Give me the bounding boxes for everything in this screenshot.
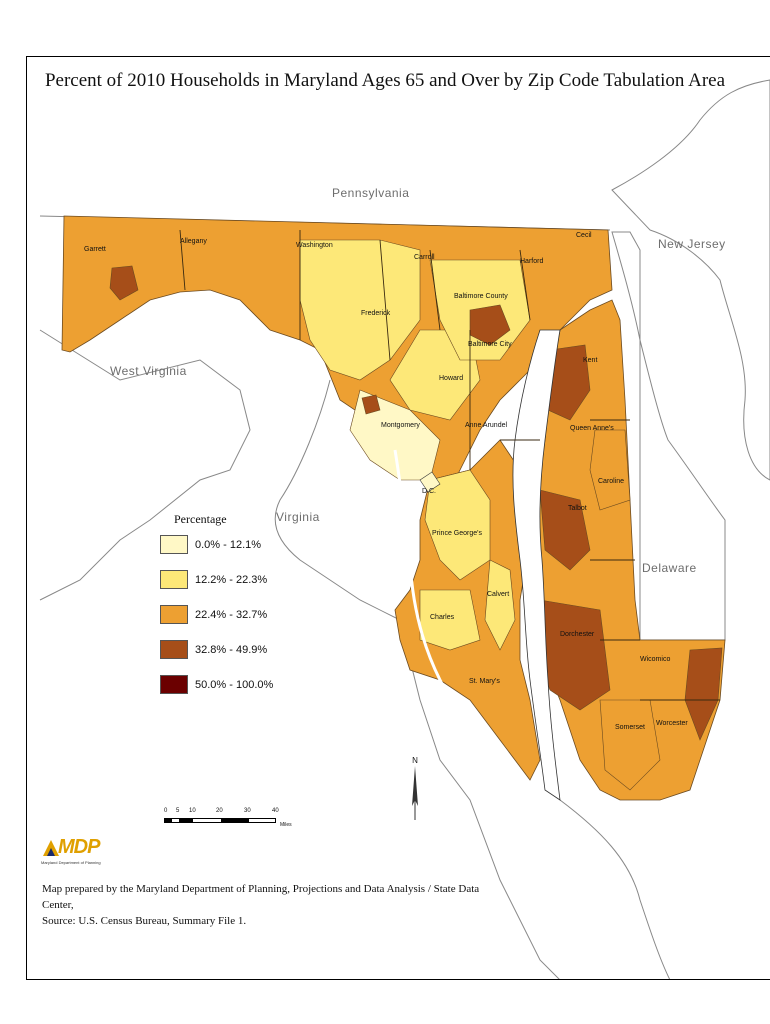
- label-pennsylvania: Pennsylvania: [332, 186, 410, 200]
- county-worcester: Worcester: [656, 720, 688, 727]
- talbot-dark: [539, 489, 591, 571]
- county-queen-annes: Queen Anne's: [570, 425, 614, 432]
- county-washington: Washington: [296, 242, 333, 249]
- legend-swatch: [160, 570, 188, 589]
- credit-line-2: Source: U.S. Census Bureau, Summary File…: [42, 915, 247, 927]
- county-baltimore-county: Baltimore County: [454, 293, 508, 300]
- label-delaware: Delaware: [642, 561, 697, 575]
- legend-label: 0.0% - 12.1%: [195, 538, 262, 551]
- dc-boundary: [419, 471, 441, 493]
- scale-tick: 40: [272, 808, 279, 814]
- legend-item: 0.0% - 12.1%: [160, 535, 320, 554]
- legend-item: 12.2% - 22.3%: [160, 570, 320, 589]
- county-cecil: Cecil: [576, 232, 592, 239]
- montgomery-dark: [361, 394, 381, 415]
- legend-swatch: [160, 605, 188, 624]
- county-carroll: Carroll: [414, 254, 435, 261]
- legend-title: Percentage: [174, 512, 227, 526]
- scale-unit: Miles: [280, 822, 292, 828]
- legend: Percentage 0.0% - 12.1% 12.2% - 22.3% 22…: [160, 512, 320, 710]
- county-garrett: Garrett: [84, 246, 106, 253]
- county-prince-georges: Prince George's: [432, 530, 482, 537]
- county-lines: [179, 229, 720, 701]
- north-arrow: N: [406, 756, 424, 822]
- west-virginia-outline: [39, 329, 251, 601]
- legend-item: 22.4% - 32.7%: [160, 605, 320, 624]
- county-st-marys: St. Mary's: [469, 678, 500, 685]
- delaware-outline: [611, 231, 726, 641]
- legend-swatch: [160, 640, 188, 659]
- scale-tick: 30: [244, 808, 251, 814]
- county-dorchester: Dorchester: [560, 631, 595, 638]
- montgomery-region: [349, 389, 441, 481]
- legend-swatch: [160, 675, 188, 694]
- scale-bar-graphic: [164, 818, 276, 823]
- scale-bar: 0 5 10 20 30 40 Miles: [164, 808, 292, 828]
- county-charles: Charles: [430, 614, 455, 621]
- calvert-region: [484, 559, 516, 651]
- label-new-jersey: New Jersey: [658, 237, 726, 251]
- label-dc: D.C.: [422, 488, 436, 495]
- map-title: Percent of 2010 Households in Maryland A…: [44, 70, 726, 91]
- county-somerset: Somerset: [615, 724, 645, 731]
- map-credit: Map prepared by the Maryland Department …: [42, 881, 502, 929]
- scale-tick: 0: [164, 808, 168, 814]
- garrett-dark: [109, 265, 139, 301]
- label-virginia: Virginia: [276, 510, 320, 524]
- county-harford: Harford: [520, 258, 544, 265]
- county-baltimore-city: Baltimore City: [468, 341, 512, 348]
- county-anne-arundel: Anne Arundel: [465, 422, 508, 429]
- county-wicomico: Wicomico: [640, 656, 671, 663]
- frederick-region: [299, 239, 421, 381]
- label-west-virginia: West Virginia: [110, 364, 187, 378]
- credit-line-1: Map prepared by the Maryland Department …: [42, 883, 480, 911]
- logo-text: MDP: [58, 836, 100, 858]
- county-howard: Howard: [439, 375, 464, 382]
- county-kent: Kent: [583, 357, 598, 364]
- county-allegany: Allegany: [180, 238, 207, 245]
- legend-label: 22.4% - 32.7%: [195, 608, 268, 621]
- caroline-region: [589, 429, 631, 511]
- legend-swatch: [160, 535, 188, 554]
- scale-tick: 10: [189, 808, 196, 814]
- legend-label: 12.2% - 22.3%: [195, 573, 268, 586]
- legend-label: 50.0% - 100.0%: [195, 678, 274, 691]
- legend-item: 32.8% - 49.9%: [160, 640, 320, 659]
- logo-subtitle: Maryland Department of Planning: [41, 860, 101, 865]
- legend-item: 50.0% - 100.0%: [160, 675, 320, 694]
- scale-tick: 5: [176, 808, 180, 814]
- scale-ticks: 0 5 10 20 30 40: [164, 808, 284, 818]
- potomac-river: [393, 449, 522, 782]
- lower-coast-outline: [559, 799, 671, 979]
- county-frederick: Frederick: [361, 310, 391, 317]
- chesapeake-bay: [512, 329, 561, 801]
- north-label: N: [412, 756, 418, 765]
- county-caroline: Caroline: [598, 478, 625, 485]
- prince-georges-region: [424, 469, 491, 581]
- new-jersey-outline: [611, 79, 770, 481]
- worcester-dark: [684, 647, 723, 741]
- legend-label: 32.8% - 49.9%: [195, 643, 268, 656]
- mdp-logo: MDP Maryland Department of Planning: [41, 834, 121, 870]
- mdp-logo-icon: [43, 840, 59, 856]
- county-calvert: Calvert: [487, 591, 510, 598]
- scale-tick: 20: [216, 808, 223, 814]
- county-montgomery: Montgomery: [381, 422, 420, 429]
- north-arrow-icon: [412, 766, 418, 820]
- county-talbot: Talbot: [568, 505, 587, 512]
